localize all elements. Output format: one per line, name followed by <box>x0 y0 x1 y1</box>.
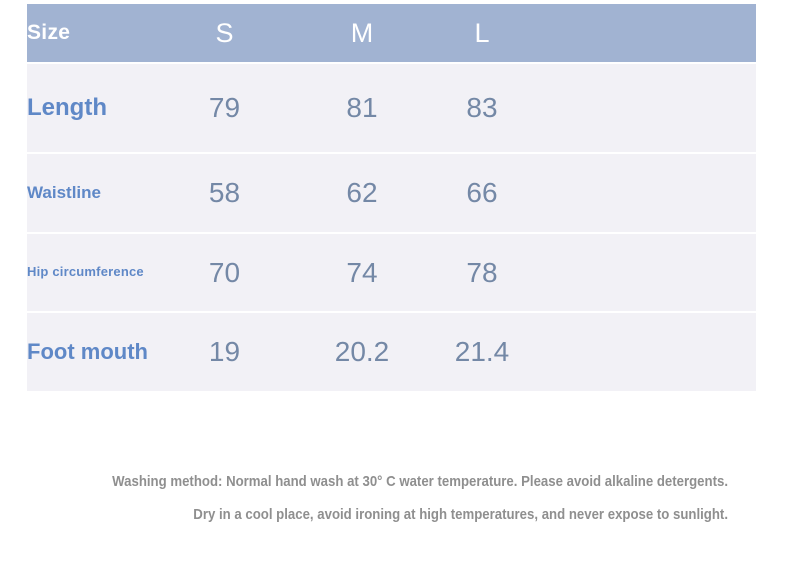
care-line-washing: Washing method: Normal hand wash at 30° … <box>112 473 729 490</box>
column-header-m: M <box>287 4 437 62</box>
value-waistline-m: 62 <box>287 154 437 232</box>
value-foot-mouth-m: 20.2 <box>287 313 437 391</box>
value-hip-s: 70 <box>162 234 287 311</box>
table-row: Length 79 81 83 <box>27 64 756 152</box>
row-label-foot-mouth: Foot mouth <box>27 313 162 391</box>
table-header-row: Size S M L <box>27 4 756 62</box>
table-row: Foot mouth 19 20.2 21.4 <box>27 313 756 391</box>
table-row: Waistline 58 62 66 <box>27 154 756 232</box>
row-filler-cell <box>527 64 756 152</box>
row-label-waistline: Waistline <box>27 154 162 232</box>
value-length-m: 81 <box>287 64 437 152</box>
column-header-l: L <box>437 4 527 62</box>
row-filler-cell <box>527 154 756 232</box>
size-header-cell: Size <box>27 4 162 62</box>
row-filler-cell <box>527 313 756 391</box>
value-hip-l: 78 <box>437 234 527 311</box>
value-foot-mouth-l: 21.4 <box>437 313 527 391</box>
row-label-hip-circumference: Hip circumference <box>27 234 162 311</box>
value-length-s: 79 <box>162 64 287 152</box>
care-instructions: Washing method: Normal hand wash at 30° … <box>0 473 790 523</box>
table-row: Hip circumference 70 74 78 <box>27 234 756 311</box>
value-foot-mouth-s: 19 <box>162 313 287 391</box>
care-line-drying: Dry in a cool place, avoid ironing at hi… <box>193 506 728 523</box>
value-length-l: 83 <box>437 64 527 152</box>
size-table: Size S M L Length 79 81 83 Waistline 58 … <box>27 2 756 393</box>
row-filler-cell <box>527 234 756 311</box>
value-waistline-s: 58 <box>162 154 287 232</box>
value-waistline-l: 66 <box>437 154 527 232</box>
header-filler-cell <box>527 4 756 62</box>
row-label-length: Length <box>27 64 162 152</box>
column-header-s: S <box>162 4 287 62</box>
value-hip-m: 74 <box>287 234 437 311</box>
